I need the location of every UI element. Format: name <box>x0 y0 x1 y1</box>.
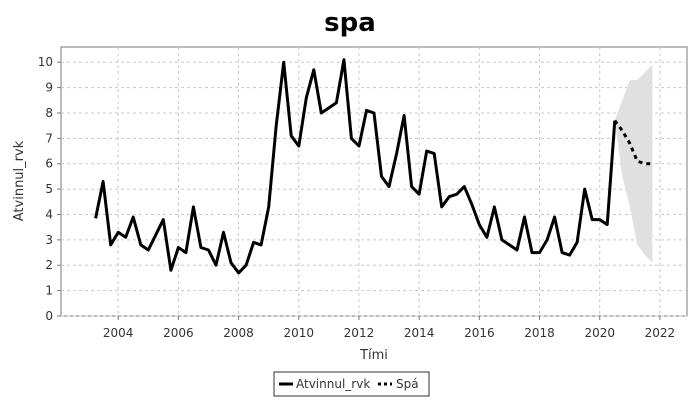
x-tick-label: 2018 <box>524 326 555 340</box>
x-axis-ticks: 2004 2006 2008 2010 2012 2014 2016 2018 2020 2022 <box>103 316 675 340</box>
y-axis-label: Atvinnul_rvk <box>12 140 27 221</box>
y-tick-label: 0 <box>45 309 53 323</box>
plot-area <box>60 46 688 317</box>
y-tick-label: 9 <box>45 81 53 95</box>
y-tick-label: 7 <box>45 131 53 145</box>
y-tick-label: 2 <box>45 258 53 272</box>
y-tick-label: 8 <box>45 106 53 120</box>
y-tick-label: 5 <box>45 182 53 196</box>
forecast-interval-band <box>614 64 653 263</box>
forecast-band-layer <box>614 64 653 263</box>
legend-label-forecast: Spá <box>396 377 419 391</box>
series-layer <box>94 58 653 275</box>
x-tick-label: 2016 <box>464 326 495 340</box>
x-tick-label: 2020 <box>584 326 615 340</box>
series-line-actual <box>94 58 617 275</box>
series-line-forecast <box>613 119 653 166</box>
x-tick-label: 2012 <box>344 326 375 340</box>
y-tick-label: 10 <box>38 55 53 69</box>
x-tick-label: 2010 <box>283 326 314 340</box>
x-tick-label: 2006 <box>163 326 194 340</box>
x-axis-label: Tími <box>359 348 388 363</box>
x-tick-label: 2008 <box>223 326 254 340</box>
chart-title: spa <box>324 8 376 38</box>
y-tick-label: 3 <box>45 233 53 247</box>
x-tick-label: 2014 <box>404 326 435 340</box>
y-tick-label: 1 <box>45 284 53 298</box>
legend-box <box>273 371 430 397</box>
legend-label-actual: Atvinnul_rvk <box>296 377 370 391</box>
y-axis-ticks: 0 1 2 3 4 5 6 7 8 9 10 <box>38 55 61 323</box>
legend: Atvinnul_rvk Spá <box>273 371 430 397</box>
y-tick-label: 4 <box>45 207 53 221</box>
y-tick-label: 6 <box>45 157 53 171</box>
x-tick-label: 2022 <box>645 326 676 340</box>
x-tick-label: 2004 <box>103 326 134 340</box>
